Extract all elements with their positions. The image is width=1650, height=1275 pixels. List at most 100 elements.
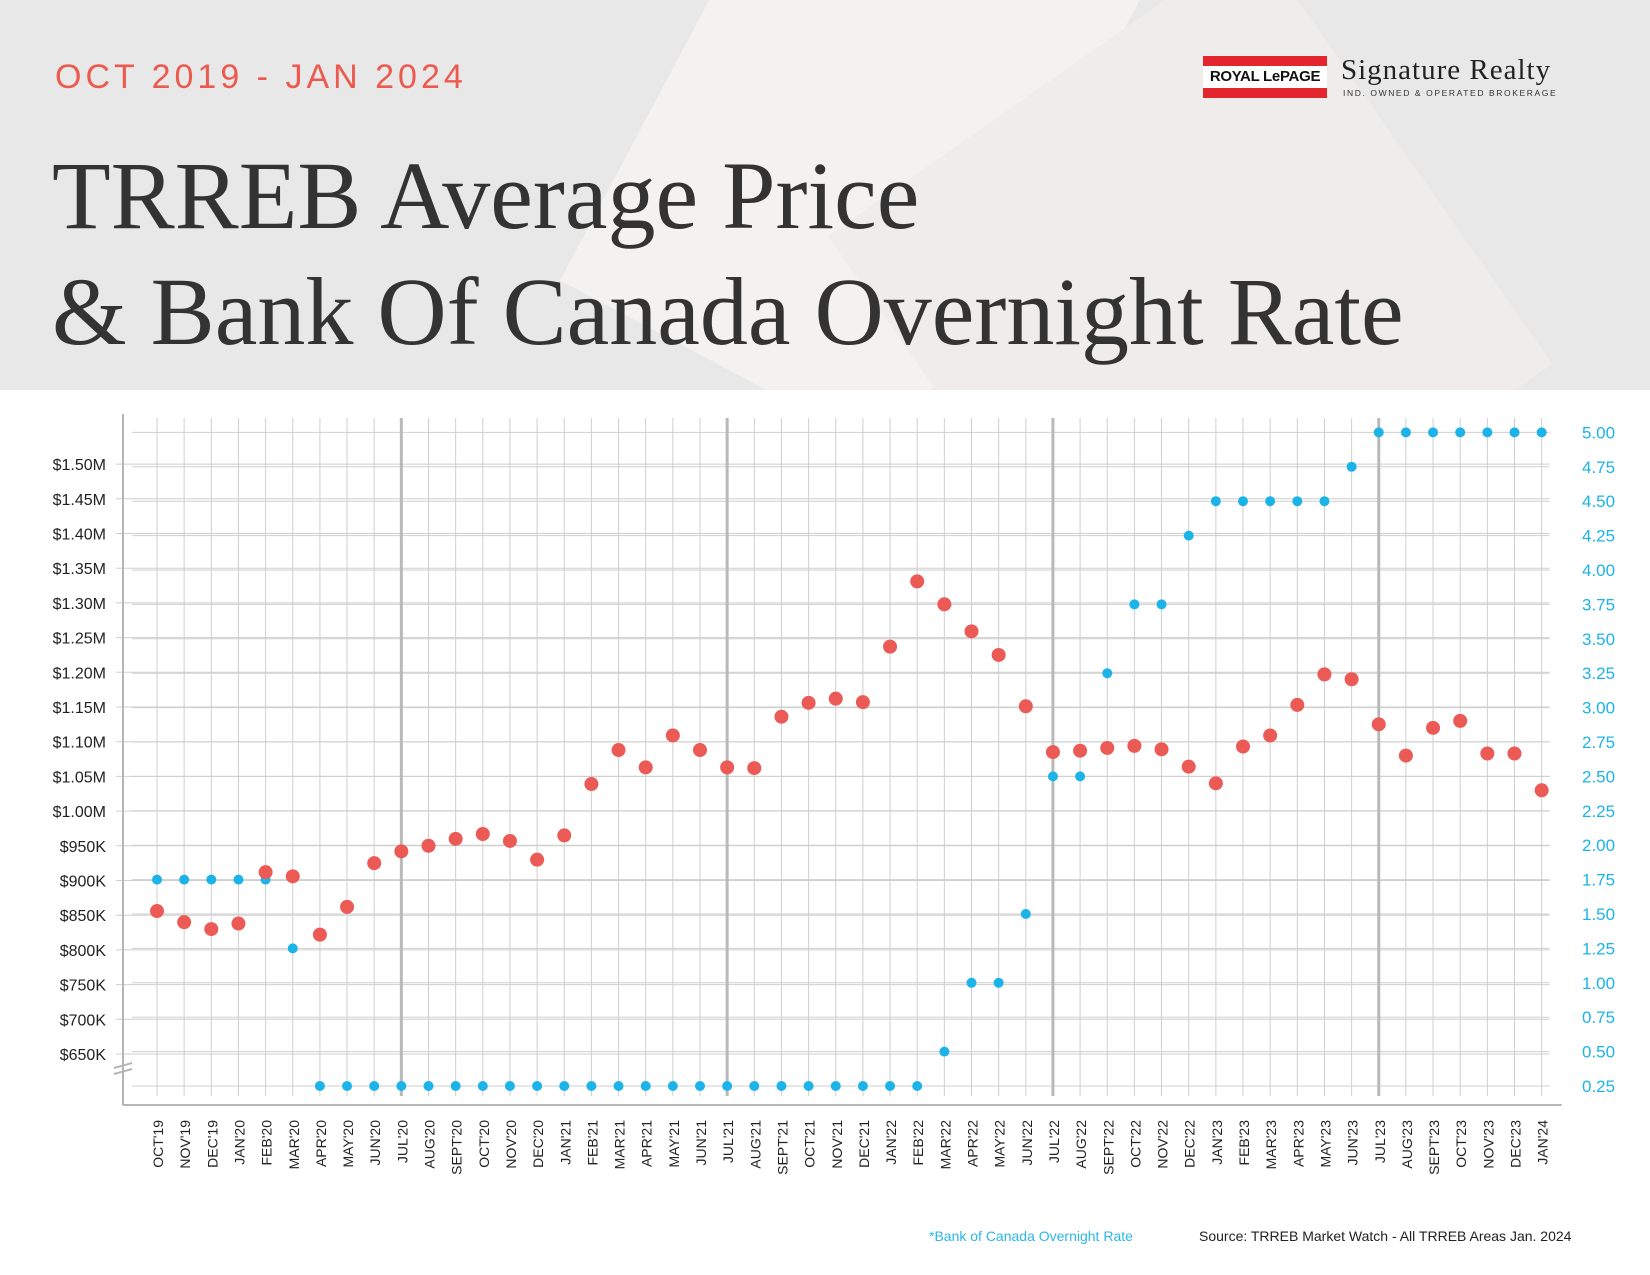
rate-point bbox=[830, 1081, 841, 1091]
price-point bbox=[1290, 697, 1305, 712]
right-tick-label: 4.25 bbox=[1582, 527, 1615, 546]
right-tick-label: 4.50 bbox=[1582, 492, 1615, 511]
brokerage-name: Signature Realty bbox=[1341, 54, 1552, 86]
x-tick-label: JUL'20 bbox=[394, 1120, 410, 1163]
x-tick-label: SEPT'22 bbox=[1100, 1120, 1116, 1175]
price-rate-chart: $650K $700K $750K $800K $850K $900K $950K $1.00… bbox=[53, 414, 1615, 1175]
date-range: OCT 2019 - JAN 2024 bbox=[55, 58, 467, 96]
price-point bbox=[1426, 720, 1441, 735]
price-point bbox=[910, 574, 925, 589]
source-note: Source: TRREB Market Watch - All TRREB A… bbox=[1199, 1228, 1572, 1244]
price-point bbox=[502, 833, 517, 848]
x-tick-label: NOV'19 bbox=[177, 1120, 193, 1169]
price-point bbox=[1018, 699, 1033, 714]
logo-bar-top bbox=[1203, 56, 1327, 66]
rate-point bbox=[803, 1081, 814, 1091]
price-point bbox=[258, 865, 273, 880]
price-point bbox=[638, 760, 653, 775]
rate-point bbox=[885, 1081, 896, 1091]
rate-point bbox=[586, 1081, 597, 1091]
rate-point bbox=[1400, 427, 1411, 438]
left-tick-label: $1.45M bbox=[53, 492, 106, 509]
x-tick-label: SEPT'23 bbox=[1426, 1120, 1442, 1175]
rate-point bbox=[1210, 496, 1221, 507]
price-point bbox=[1154, 742, 1169, 757]
x-tick-label: NOV'22 bbox=[1155, 1120, 1171, 1169]
price-point bbox=[693, 743, 707, 758]
x-tick-label: MAR'22 bbox=[937, 1120, 953, 1170]
price-point bbox=[421, 838, 436, 853]
x-tick-label: AUG'23 bbox=[1399, 1120, 1415, 1169]
x-tick-label: JAN'24 bbox=[1535, 1120, 1551, 1165]
price-point bbox=[1073, 743, 1088, 758]
right-tick-label: 2.00 bbox=[1582, 836, 1615, 855]
left-tick-label: $1.15M bbox=[53, 700, 106, 717]
price-point bbox=[1181, 759, 1196, 774]
rate-point bbox=[152, 874, 162, 885]
x-tick-label: JUN'23 bbox=[1345, 1120, 1361, 1166]
left-tick-label: $1.20M bbox=[53, 665, 106, 682]
price-point bbox=[231, 916, 246, 931]
x-tick-label: MAY'21 bbox=[666, 1120, 682, 1168]
x-tick-label: JAN'20 bbox=[231, 1120, 247, 1165]
x-tick-label: APR'20 bbox=[313, 1120, 329, 1167]
left-tick-label: $800K bbox=[60, 943, 107, 960]
price-point bbox=[665, 728, 680, 743]
rate-point bbox=[369, 1081, 380, 1091]
price-point bbox=[204, 922, 219, 937]
price-point bbox=[1208, 776, 1223, 791]
right-tick-label: 3.75 bbox=[1582, 595, 1615, 614]
x-tick-label: NOV'21 bbox=[829, 1120, 845, 1169]
x-tick-label: DEC'20 bbox=[530, 1120, 546, 1168]
x-tick-label: AUG'20 bbox=[422, 1120, 438, 1169]
rate-point bbox=[857, 1081, 868, 1091]
page-title: TRREB Average Price & Bank Of Canada Ove… bbox=[52, 138, 1404, 370]
left-tick-label: $1.10M bbox=[53, 735, 106, 752]
x-tick-label: FEB'20 bbox=[259, 1120, 275, 1166]
price-point bbox=[584, 777, 599, 792]
price-point bbox=[557, 828, 572, 843]
right-tick-label: 2.25 bbox=[1582, 802, 1615, 821]
right-tick-label: 3.50 bbox=[1582, 630, 1615, 649]
rate-point bbox=[423, 1081, 434, 1091]
x-tick-label: FEB'22 bbox=[910, 1120, 926, 1166]
right-tick-label: 4.75 bbox=[1582, 458, 1615, 477]
x-tick-label: APR'21 bbox=[639, 1120, 655, 1167]
x-tick-label: OCT'22 bbox=[1127, 1120, 1143, 1168]
price-point bbox=[828, 691, 843, 706]
right-tick-label: 2.75 bbox=[1582, 733, 1615, 752]
rate-point bbox=[1102, 668, 1113, 679]
price-point bbox=[312, 927, 327, 942]
rate-point bbox=[722, 1081, 733, 1091]
price-point bbox=[720, 760, 735, 775]
rate-footnote: *Bank of Canada Overnight Rate bbox=[929, 1228, 1133, 1244]
x-tick-label: JUL'23 bbox=[1372, 1120, 1388, 1163]
x-tick-label: FEB'23 bbox=[1236, 1120, 1252, 1166]
x-tick-label: OCT'20 bbox=[476, 1120, 492, 1168]
left-tick-label: $1.05M bbox=[53, 769, 106, 786]
left-tick-label: $700K bbox=[60, 1012, 107, 1029]
header-banner: OCT 2019 - JAN 2024 TRREB Average Price … bbox=[0, 0, 1650, 390]
price-point bbox=[340, 899, 355, 914]
price-point bbox=[1371, 717, 1386, 732]
x-tick-label: MAR'20 bbox=[286, 1120, 302, 1170]
price-point bbox=[611, 743, 626, 758]
price-point bbox=[801, 695, 816, 710]
rate-point bbox=[613, 1081, 624, 1091]
price-point bbox=[367, 856, 382, 871]
price-point bbox=[1398, 748, 1413, 763]
right-tick-label: 4.00 bbox=[1582, 561, 1615, 580]
x-tick-label: OCT'19 bbox=[150, 1120, 166, 1168]
right-tick-label: 1.25 bbox=[1582, 939, 1615, 958]
x-tick-label: JAN'21 bbox=[557, 1120, 573, 1165]
x-tick-label: DEC'19 bbox=[204, 1120, 220, 1168]
x-tick-label: JUN'22 bbox=[1019, 1120, 1035, 1166]
title-line-2: & Bank Of Canada Overnight Rate bbox=[52, 258, 1404, 365]
rate-point bbox=[1509, 427, 1520, 438]
rate-point bbox=[1265, 496, 1276, 507]
x-tick-label: AUG'22 bbox=[1073, 1120, 1089, 1169]
left-tick-label: $1.30M bbox=[53, 596, 106, 613]
price-point bbox=[937, 597, 952, 612]
price-point bbox=[774, 709, 789, 724]
rate-point bbox=[179, 874, 190, 885]
